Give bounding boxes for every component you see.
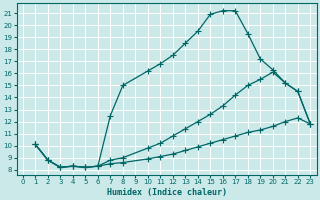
X-axis label: Humidex (Indice chaleur): Humidex (Indice chaleur) [107, 188, 227, 197]
